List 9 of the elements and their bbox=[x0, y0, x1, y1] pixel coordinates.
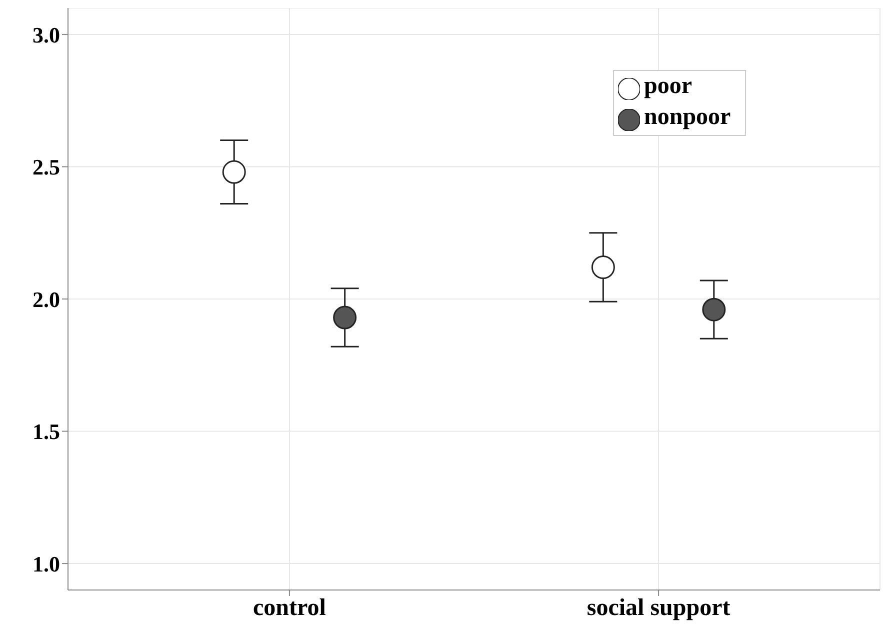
y-tick-label: 2.0 bbox=[32, 286, 60, 312]
legend-label: poor bbox=[644, 73, 692, 99]
y-tick-label: 1.5 bbox=[32, 419, 60, 444]
x-tick-label: social support bbox=[586, 595, 730, 622]
y-tick-label: 2.5 bbox=[32, 154, 60, 180]
y-tick-label: 1.0 bbox=[32, 551, 60, 576]
x-tick-label: control bbox=[253, 595, 326, 622]
y-tick-label: 3.0 bbox=[32, 22, 60, 48]
legend-label: nonpoor bbox=[644, 104, 731, 130]
